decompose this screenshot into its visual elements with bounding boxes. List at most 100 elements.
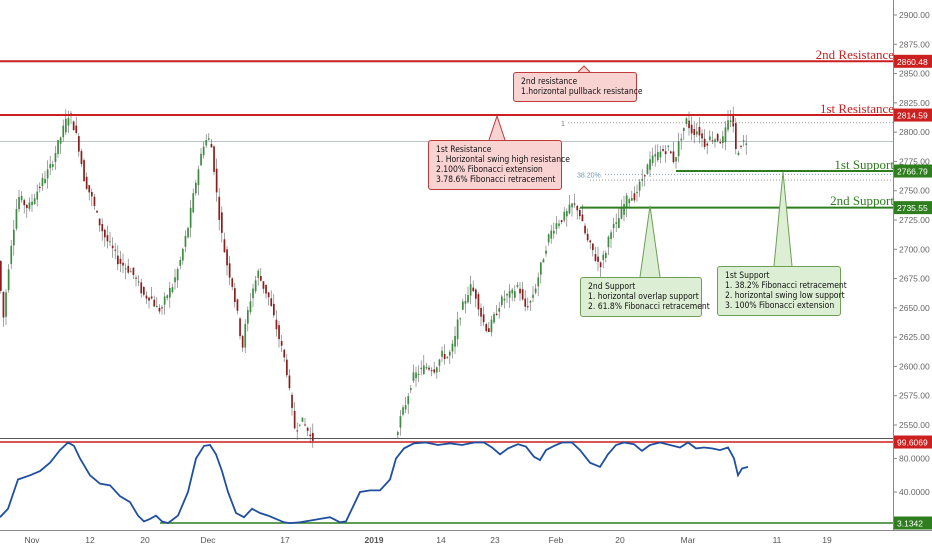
candle-body <box>688 120 690 129</box>
candle-body <box>122 262 124 266</box>
candle-body <box>31 201 33 206</box>
price-tick-label: 2800.00 <box>899 127 930 137</box>
candle-body <box>690 124 693 134</box>
candle-body <box>293 410 296 429</box>
candle-body <box>119 258 122 264</box>
candle-body <box>558 223 560 226</box>
candle-body <box>260 276 262 281</box>
candle-body <box>454 335 456 347</box>
candle-body <box>654 154 657 157</box>
level-value-label: 2814.59 <box>897 111 928 121</box>
candle-body <box>223 239 226 253</box>
candle-body <box>503 298 506 301</box>
candle-body <box>221 212 223 233</box>
candle-body <box>542 259 545 263</box>
candle-body <box>625 195 628 208</box>
time-tick-label: 14 <box>436 535 446 545</box>
candle-body <box>404 405 407 410</box>
candle-body <box>301 417 304 422</box>
callout-line: 2. 61.8% Fibonacci retracement <box>588 302 710 312</box>
callout-line: 2.100% Fibonacci extension <box>436 165 543 175</box>
fib-382-label: 38.20% <box>577 172 601 179</box>
level-label-1st-resistance: 1st Resistance <box>819 101 894 116</box>
callout-pointer <box>488 114 506 141</box>
price-tick-label: 2675.00 <box>899 274 930 284</box>
candle-body <box>462 301 464 310</box>
candle-body <box>514 291 516 298</box>
candle-body <box>93 196 96 206</box>
candle-body <box>553 230 555 234</box>
candle-body <box>161 307 163 309</box>
candle-body <box>109 241 111 243</box>
candle-body <box>143 286 145 295</box>
candle-body <box>423 365 425 374</box>
candle-body <box>722 136 724 143</box>
candle-body <box>698 126 701 136</box>
candle-body <box>75 125 78 133</box>
callout-line: 1st Support <box>725 271 770 281</box>
candle-body <box>150 296 153 299</box>
candle-body <box>402 407 404 415</box>
candle-body <box>257 270 260 278</box>
candle-body <box>18 197 20 210</box>
price-tick-label: 2725.00 <box>899 215 930 225</box>
candle-body <box>117 255 119 265</box>
candle-body <box>407 396 410 405</box>
candle-body <box>265 284 267 294</box>
candle-body <box>430 370 433 372</box>
candle-body <box>547 234 550 243</box>
candle-body <box>52 164 54 167</box>
candle-body <box>252 288 254 299</box>
candle-body <box>62 125 65 138</box>
candle-body <box>412 372 415 381</box>
callout-pointer <box>773 171 793 267</box>
callout-1st-support: 1st Support 1. 38.2% Fibonacci retraceme… <box>717 266 847 316</box>
candle-body <box>410 388 412 390</box>
candle-body <box>428 367 430 370</box>
candle-body <box>560 220 563 222</box>
candle-body <box>267 292 270 298</box>
candle-body <box>628 199 631 204</box>
candle-body <box>239 318 241 337</box>
candle-body <box>618 218 620 229</box>
candle-body <box>555 223 558 229</box>
price-tick-label: 2750.00 <box>899 186 930 196</box>
candle-body <box>571 203 573 208</box>
candle-body <box>646 164 649 175</box>
candle-body <box>85 176 88 189</box>
candle-body <box>703 138 706 147</box>
candle-body <box>309 434 312 437</box>
candle-body <box>610 232 612 239</box>
candle-body <box>249 301 252 313</box>
time-tick-label: Dec <box>200 535 216 545</box>
price-tick-label: 2875.00 <box>899 39 930 49</box>
level-label-2nd-resistance: 2nd Resistance <box>815 47 894 62</box>
candle-body <box>506 294 508 296</box>
time-tick-label: Nov <box>24 535 40 545</box>
time-tick-label: 20 <box>615 535 625 545</box>
candle-body <box>534 288 537 293</box>
candle-body <box>735 123 737 149</box>
candle-body <box>737 152 740 156</box>
callout-line: 1. Horizontal swing high resistance <box>436 155 570 165</box>
level-value-label: 2735.55 <box>897 203 928 213</box>
candle-body <box>54 153 57 163</box>
candle-body <box>174 277 176 283</box>
candle-body <box>78 136 80 152</box>
candle-body <box>171 287 174 293</box>
candle-body <box>270 298 273 306</box>
candle-body <box>179 259 182 266</box>
candle-body <box>589 240 592 243</box>
candle-body <box>65 118 67 133</box>
candle-body <box>482 314 485 323</box>
candle-body <box>420 367 423 370</box>
candle-body <box>312 432 314 441</box>
candle-body <box>644 175 646 177</box>
candle-body <box>716 134 719 141</box>
candle-body <box>599 262 602 268</box>
candle-body <box>696 131 698 135</box>
candle-body <box>291 394 293 408</box>
candle-body <box>187 227 189 238</box>
candle-body <box>215 168 218 193</box>
